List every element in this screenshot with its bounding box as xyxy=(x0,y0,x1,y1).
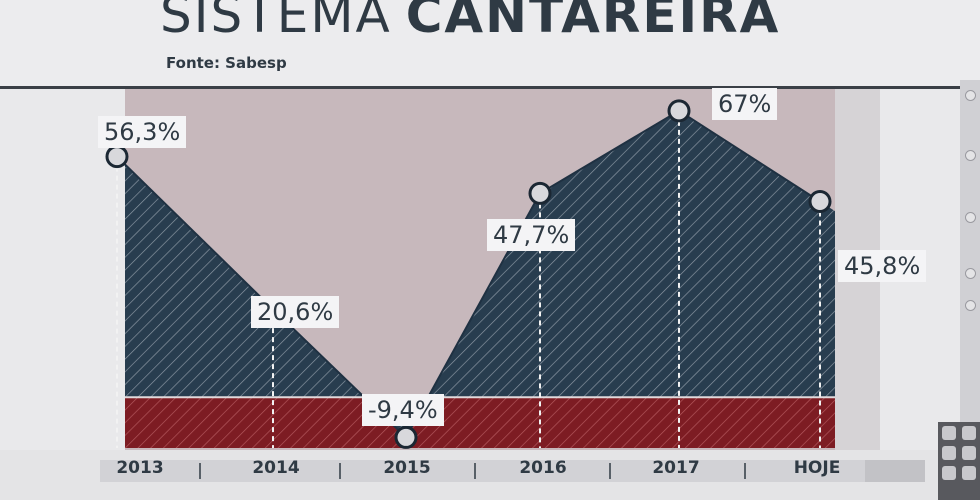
side-keypad xyxy=(938,422,980,500)
x-tick-label: HOJE xyxy=(793,458,841,478)
keypad-key xyxy=(962,446,976,460)
hoje-bar xyxy=(865,460,925,482)
keypad-key xyxy=(942,446,956,460)
side-dot xyxy=(965,268,976,279)
data-label: 20,6% xyxy=(251,296,340,328)
data-point-marker xyxy=(667,99,691,123)
x-axis-bar xyxy=(100,460,865,482)
data-label: -9,4% xyxy=(362,394,444,426)
side-strip xyxy=(960,80,980,500)
series-area xyxy=(125,110,835,438)
x-tick-label: 2017 xyxy=(652,458,700,478)
side-dot xyxy=(965,150,976,161)
side-dot xyxy=(965,212,976,223)
data-label: 45,8% xyxy=(838,250,927,282)
title-bold: CANTAREIRA xyxy=(405,0,781,44)
frame-divider xyxy=(0,86,966,89)
keypad-key xyxy=(962,426,976,440)
keypad-key xyxy=(942,426,956,440)
series-line xyxy=(116,109,821,440)
data-point-marker xyxy=(105,145,129,169)
data-point-marker xyxy=(808,189,832,213)
side-dot xyxy=(965,90,976,101)
data-label: 47,7% xyxy=(487,219,576,251)
x-tick-label: 2015 xyxy=(383,458,431,478)
header: SISTEMA CANTAREIRA Fonte: Sabesp xyxy=(0,0,980,88)
title-light: SISTEMA xyxy=(160,0,392,44)
side-dot xyxy=(965,300,976,311)
x-tick-label: 2016 xyxy=(519,458,567,478)
data-point-marker xyxy=(528,181,552,205)
x-tick-label: 2014 xyxy=(252,458,300,478)
keypad-key xyxy=(962,466,976,480)
chart-title: SISTEMA CANTAREIRA xyxy=(160,0,780,44)
data-label: 56,3% xyxy=(98,116,187,148)
data-label: 67% xyxy=(712,88,778,120)
negative-band xyxy=(125,397,835,448)
keypad-key xyxy=(942,466,956,480)
x-tick-label: 2013 xyxy=(116,458,164,478)
data-point-marker xyxy=(394,425,418,449)
source-note: Fonte: Sabesp xyxy=(166,54,287,72)
